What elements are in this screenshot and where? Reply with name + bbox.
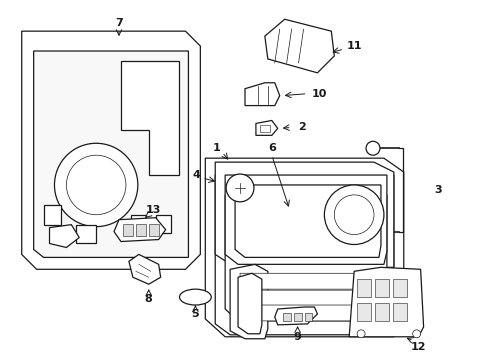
Polygon shape <box>274 307 317 325</box>
Polygon shape <box>348 267 423 337</box>
Bar <box>122 224 133 235</box>
Text: 10: 10 <box>311 89 326 99</box>
Text: 6: 6 <box>267 143 275 153</box>
Bar <box>131 215 145 233</box>
Bar <box>148 100 168 129</box>
Text: 4: 4 <box>192 170 200 180</box>
Polygon shape <box>244 83 279 105</box>
Bar <box>293 313 301 321</box>
Polygon shape <box>205 158 403 337</box>
Bar <box>356 303 370 321</box>
Polygon shape <box>255 121 277 135</box>
Text: 3: 3 <box>434 185 442 195</box>
Polygon shape <box>224 175 386 264</box>
Bar <box>392 279 406 297</box>
Polygon shape <box>215 175 393 335</box>
Circle shape <box>366 141 379 155</box>
Text: 9: 9 <box>293 332 301 342</box>
Circle shape <box>334 195 373 235</box>
Bar <box>304 313 312 321</box>
Text: 1: 1 <box>212 143 220 153</box>
Bar <box>259 125 269 132</box>
Bar <box>392 303 406 321</box>
Bar <box>43 205 61 225</box>
Polygon shape <box>240 290 376 306</box>
Bar <box>155 215 170 233</box>
Text: 13: 13 <box>146 205 161 215</box>
Circle shape <box>324 185 383 244</box>
Bar <box>136 224 145 235</box>
Polygon shape <box>240 305 376 321</box>
Polygon shape <box>121 61 178 175</box>
Circle shape <box>412 330 420 338</box>
Circle shape <box>356 330 365 338</box>
Text: 8: 8 <box>144 294 152 304</box>
Circle shape <box>225 174 253 202</box>
Polygon shape <box>34 51 188 257</box>
Bar <box>148 224 158 235</box>
Circle shape <box>54 143 138 227</box>
Polygon shape <box>49 225 79 247</box>
Circle shape <box>66 155 126 215</box>
Polygon shape <box>235 185 380 257</box>
Ellipse shape <box>179 289 211 305</box>
Bar <box>356 279 370 297</box>
Bar <box>76 225 96 243</box>
Polygon shape <box>238 273 262 334</box>
Polygon shape <box>114 218 165 242</box>
Text: 12: 12 <box>410 342 426 352</box>
Polygon shape <box>21 31 200 269</box>
Polygon shape <box>224 195 386 321</box>
Polygon shape <box>129 255 161 284</box>
Polygon shape <box>215 162 393 267</box>
Circle shape <box>366 225 379 239</box>
Text: 7: 7 <box>115 18 122 28</box>
Bar <box>374 303 388 321</box>
Text: 2: 2 <box>297 122 305 132</box>
Polygon shape <box>240 273 376 289</box>
Bar <box>282 313 290 321</box>
Bar <box>374 279 388 297</box>
Polygon shape <box>264 19 334 73</box>
Bar <box>126 96 145 116</box>
Text: 11: 11 <box>346 41 361 51</box>
Polygon shape <box>230 264 267 339</box>
Bar <box>126 69 153 91</box>
Text: 5: 5 <box>191 309 199 319</box>
